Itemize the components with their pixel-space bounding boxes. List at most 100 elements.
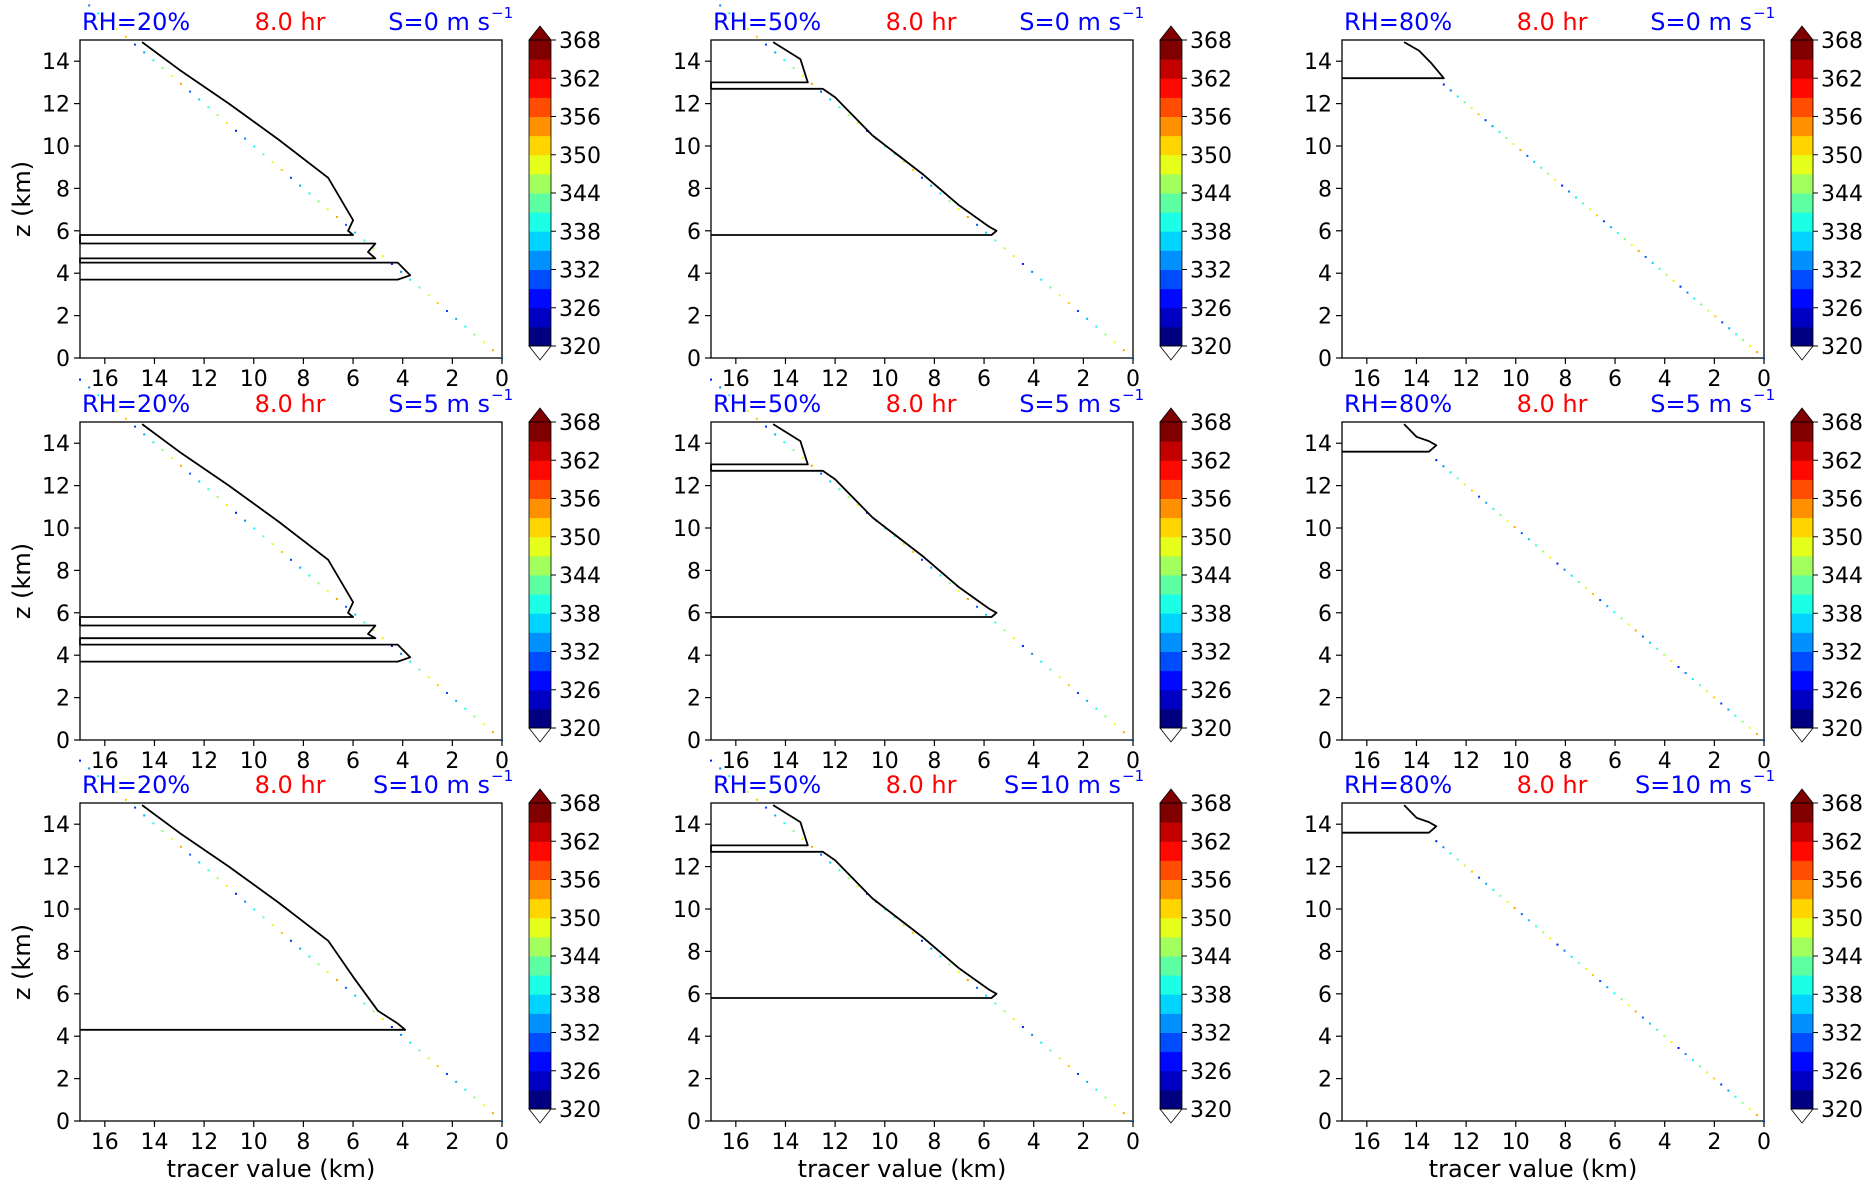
colorbar-segment [529,594,551,614]
plot-frame [1341,802,1765,1122]
tracer-point [400,1033,403,1036]
tracer-point [1599,599,1602,602]
tracer-point [939,955,942,958]
colorbar-tick-label: 326 [1190,297,1232,322]
tracer-point [1684,672,1687,675]
tracer-point [482,341,485,344]
x-tick-label: 0 [1126,1130,1140,1155]
tracer-point [829,98,832,101]
tracer-point [1542,931,1545,934]
tracer-point [820,853,823,856]
tracer-point [719,767,722,770]
tracer-point [1021,1025,1024,1028]
x-tick-label: 2 [1707,367,1721,392]
colorbar-segment [1160,422,1182,442]
tracer-point [1644,255,1647,258]
tracer-point [455,699,458,702]
tracer-point [418,668,421,671]
tracer-point [801,74,804,77]
colorbar-segment [1160,173,1182,194]
colorbar-segment [1791,212,1813,232]
x-tick-label: 0 [495,1130,509,1155]
tracer-point [1634,1010,1637,1013]
colorbar-extend-max [1159,407,1183,423]
y-tick-label: 14 [673,432,701,457]
tracer-point [308,574,311,577]
colorbar-extend-min [1159,345,1183,361]
tracer-point [1691,1059,1694,1062]
y-tick-label: 8 [1318,559,1332,584]
colorbar-segment [529,116,551,137]
tracer-point [427,676,430,679]
y-tick-label: 8 [56,177,70,202]
colorbar-segment [1791,441,1813,461]
tracer-point [1086,1080,1089,1083]
tracer-point [1540,166,1543,169]
x-tick-label: 6 [346,749,360,774]
tracer-point [737,783,740,786]
tracer-point [1665,273,1668,276]
tracer-point [728,12,731,15]
shear-title: S=5 m s [388,390,490,418]
tracer-point [299,184,302,187]
colorbar-segment [1160,97,1182,117]
tracer-point [161,67,164,70]
colorbar-segment [529,975,551,995]
tracer-point [1651,261,1654,264]
y-tick-label: 14 [1304,50,1332,75]
colorbar-extend-max [1790,788,1814,804]
tracer-point [856,121,859,124]
x-tick-label: 16 [722,367,750,392]
plot-frame [710,39,1134,359]
colorbar-segment [1791,269,1813,290]
tracer-point [1630,244,1633,247]
tracer-point [765,425,768,428]
tracer-point [1649,1022,1652,1025]
colorbar-tick-label: 338 [1190,602,1232,627]
x-tick-label: 2 [1076,367,1090,392]
tracer-point [409,1041,412,1044]
shear-unit-exponent: −1 [1753,767,1775,785]
tracer-point [1535,544,1538,547]
tracer-diagonal [88,4,503,359]
tracer-point [1592,973,1595,976]
x-tick-label: 14 [140,367,168,392]
colorbar-segment [1160,307,1182,328]
y-tick-label: 2 [687,687,701,712]
colorbar-segment [1160,613,1182,633]
colorbar-tick-label: 320 [559,335,601,360]
tracer-point [985,994,988,997]
plot-frame [79,802,503,1122]
tracer-point [290,939,292,942]
tracer-point [1556,943,1559,946]
x-tick-label: 2 [445,367,459,392]
y-tick-label: 12 [42,93,70,118]
colorbar-segment [529,689,551,710]
y-tick-label: 2 [687,1068,701,1093]
colorbar-segment [1160,841,1182,861]
tracer-point [335,597,338,600]
y-tick-label: 14 [1304,432,1332,457]
colorbar-extend-min [528,727,552,743]
panel-9: 16 14 12 10 8 6 4 2 0 0 2 4 6 8 10 12 14 RH=80% 8.0 hr S=10… [1304,767,1863,1183]
tracer-point [1707,309,1710,312]
colorbar-tick-label: 332 [559,641,601,666]
tracer-point [1623,238,1626,241]
tracer-point [810,464,813,467]
colorbar-extend-max [528,25,552,41]
tracer-point [152,441,155,444]
x-tick-label: 12 [190,367,218,392]
panel-7: 16 14 12 10 8 6 4 2 0 0 2 4 6 8 10 12 14 RH=20% 8.0 hr S=10… [8,759,601,1183]
colorbar-segment [529,879,551,900]
colorbar-tick-label: 362 [559,67,601,92]
rh-title: RH=80% [1344,771,1452,799]
tracer-point [829,861,832,864]
tracer-point [1031,270,1034,273]
colorbar-segment [1160,1013,1182,1033]
tracer-point [1734,1095,1737,1098]
tracer-diagonal [1435,459,1765,741]
colorbar-segment [529,803,551,823]
tracer-point [783,822,786,825]
tracer-point [1456,477,1459,480]
